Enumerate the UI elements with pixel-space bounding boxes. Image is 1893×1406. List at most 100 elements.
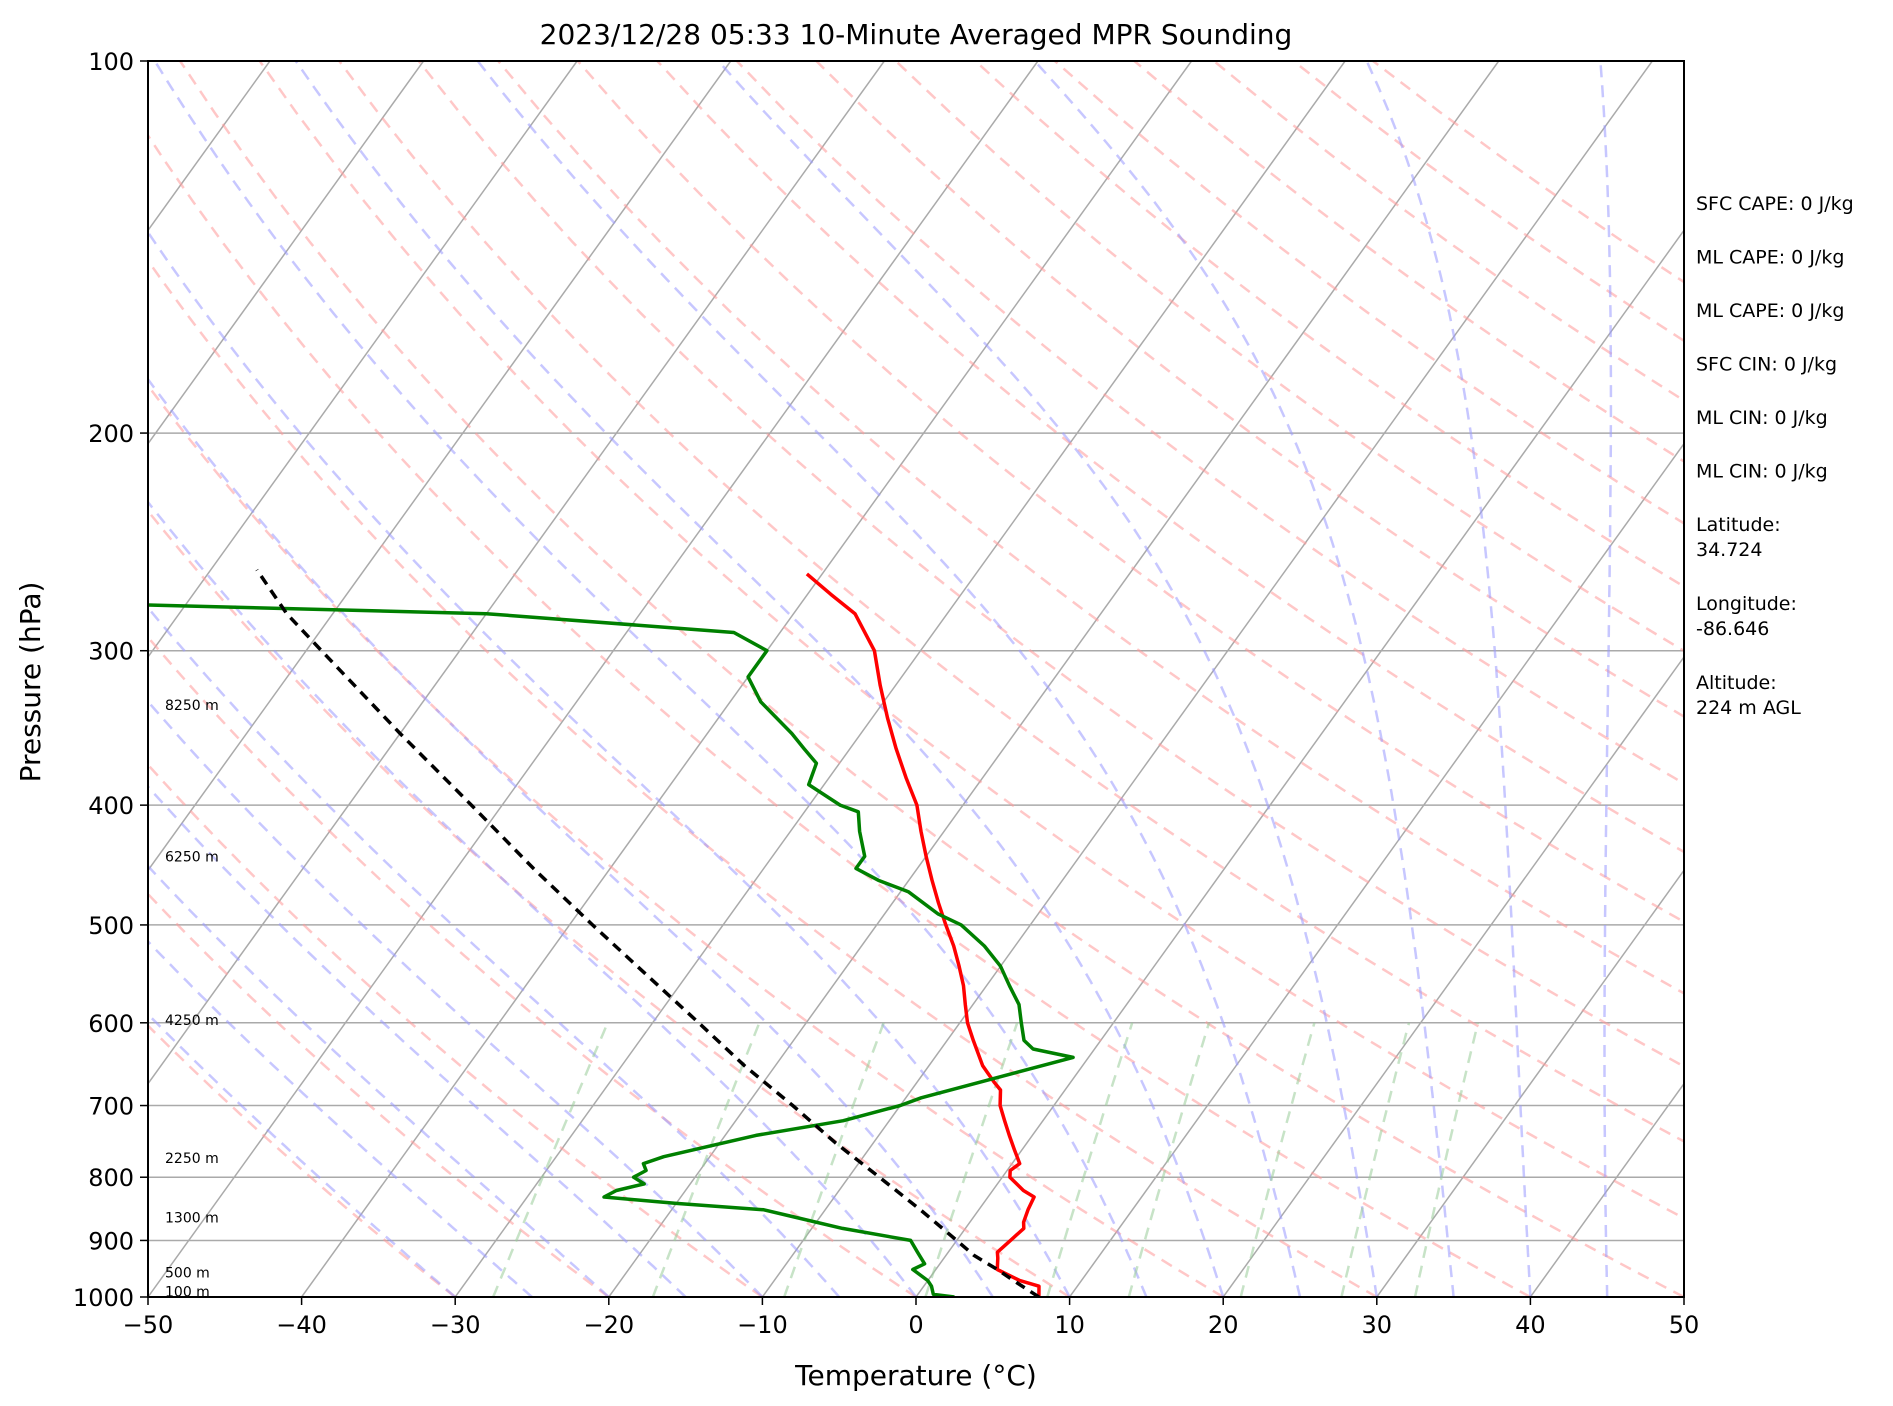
side-panel-text: SFC CAPE: 0 J/kg [1696,193,1854,215]
dewpoint-line [148,603,1075,1297]
mixing-ratio-line [1340,1022,1411,1297]
side-panel-text: ML CAPE: 0 J/kg [1696,300,1844,322]
y-axis: 100 200 300 400 500 600 700 800 900 1000 [73,48,148,1312]
x-tick-label: 10 [1054,1311,1085,1339]
y-tick-label: 500 [88,912,134,940]
x-tick-label: −40 [276,1311,327,1339]
isotherm-line [1068,442,1684,1297]
moist-adiabat-line [294,61,1225,1297]
side-panel-text: ML CIN: 0 J/kg [1696,407,1828,429]
moist-adiabat-line [153,61,1148,1297]
mixing-ratio-line [1239,1022,1316,1297]
dry-adiabat-line [148,509,1071,1297]
side-panel-text: Longitude: [1696,593,1797,615]
y-tick-label: 200 [88,420,134,448]
x-tick-label: 40 [1515,1311,1546,1339]
height-label: 100 m [165,1285,210,1301]
dry-adiabat-line [148,635,917,1297]
moist-adiabat-line [148,377,994,1297]
isotherm-line [1376,869,1684,1297]
dry-adiabat-line [179,61,1684,1297]
dry-adiabat-line [656,61,1684,854]
x-axis-title: Temperature (°C) [794,1359,1037,1392]
side-panel: SFC CAPE: 0 J/kg ML CAPE: 0 J/kg ML CAPE: … [1696,193,1854,719]
height-label: 1300 m [165,1210,219,1226]
height-label: 2250 m [165,1151,219,1167]
y-tick-label: 100 [88,48,134,76]
isotherm-line [1222,655,1684,1297]
mixing-ratio-line [1127,1022,1211,1297]
profile-lines [148,568,1075,1297]
chart-title: 2023/12/28 05:33 10-Minute Averaged MPR … [540,18,1293,51]
y-tick-label: 600 [88,1010,134,1038]
y-axis-title: Pressure (hPa) [14,582,47,783]
isotherm-line [454,61,1346,1297]
isotherm-line [761,61,1653,1297]
y-tick-label: 1000 [73,1284,134,1312]
background-lines [148,61,1893,1297]
moist-adiabat-line [148,1012,457,1297]
moist-adiabat-line [148,500,918,1297]
isotherm-line [1838,61,1893,1297]
side-panel-text: Latitude: [1696,514,1781,536]
dry-adiabat-line [148,258,1378,1297]
dry-adiabat-line [148,892,610,1297]
height-label: 6250 m [165,849,219,865]
temperature-line [805,572,1041,1297]
side-panel-text: ML CIN: 0 J/kg [1696,461,1828,483]
isotherm-line [148,61,425,445]
side-panel-text: SFC CIN: 0 J/kg [1696,354,1837,376]
x-tick-label: −30 [430,1311,481,1339]
moist-adiabat-line [1365,61,1532,1297]
moist-adiabat-line [148,939,533,1297]
y-tick-label: 300 [88,638,134,666]
mixing-ratio-line [1046,1022,1134,1297]
isotherm-line [148,61,732,872]
dry-adiabat-line [148,383,1224,1297]
dry-adiabat-line [417,61,1684,1068]
mixing-ratio-line [1413,1022,1480,1297]
dry-adiabat-line [258,61,1684,1220]
y-tick-label: 800 [88,1164,134,1192]
dry-adiabat-line [148,133,1531,1297]
side-panel-text: 224 m AGL [1696,697,1801,719]
y-tick-label: 400 [88,792,134,820]
x-tick-label: −50 [123,1311,174,1339]
isotherm-line [148,61,1039,1297]
dry-adiabat-line [148,1023,456,1297]
x-axis: −50 −40 −30 −20 −10 0 10 20 30 40 50 [123,1297,1699,1339]
moist-adiabat-line [148,699,764,1297]
x-tick-label: 30 [1362,1311,1393,1339]
side-panel-text: 34.724 [1696,539,1762,561]
dry-adiabat-line [148,762,764,1297]
x-tick-label: −20 [583,1311,634,1339]
isotherm-line [148,61,885,1085]
side-panel-text: Altitude: [1696,672,1777,694]
moist-adiabat-line [148,230,1071,1297]
moist-adiabat-line [1599,61,1613,1297]
mixing-ratio-line [491,1022,609,1297]
height-label: 4250 m [165,1013,219,1029]
height-labels: 8250 m 6250 m 4250 m 2250 m 1300 m 500 m 100 m [165,698,219,1300]
x-tick-label: 0 [908,1311,923,1339]
height-label: 8250 m [165,698,219,714]
y-tick-label: 700 [88,1093,134,1121]
dry-adiabat-line [735,61,1684,785]
dry-adiabat-line [497,61,1684,995]
moist-adiabat-line [1033,61,1455,1297]
moist-adiabat-line [476,61,1302,1297]
mixing-ratio-line [651,1022,761,1297]
isotherm-line [608,61,1500,1297]
x-tick-label: 20 [1208,1311,1239,1339]
moist-adiabat-line [148,784,687,1297]
x-tick-label: −10 [737,1311,788,1339]
dry-adiabat-line [338,61,1684,1143]
moist-adiabat-line [148,864,610,1297]
isotherm-line [300,61,1193,1297]
side-panel-text: -86.646 [1696,618,1769,640]
side-panel-text: ML CAPE: 0 J/kg [1696,247,1844,269]
mixing-ratio-line [924,1022,1019,1297]
isotherm-line [915,229,1684,1297]
moist-adiabat-line [717,61,1379,1297]
